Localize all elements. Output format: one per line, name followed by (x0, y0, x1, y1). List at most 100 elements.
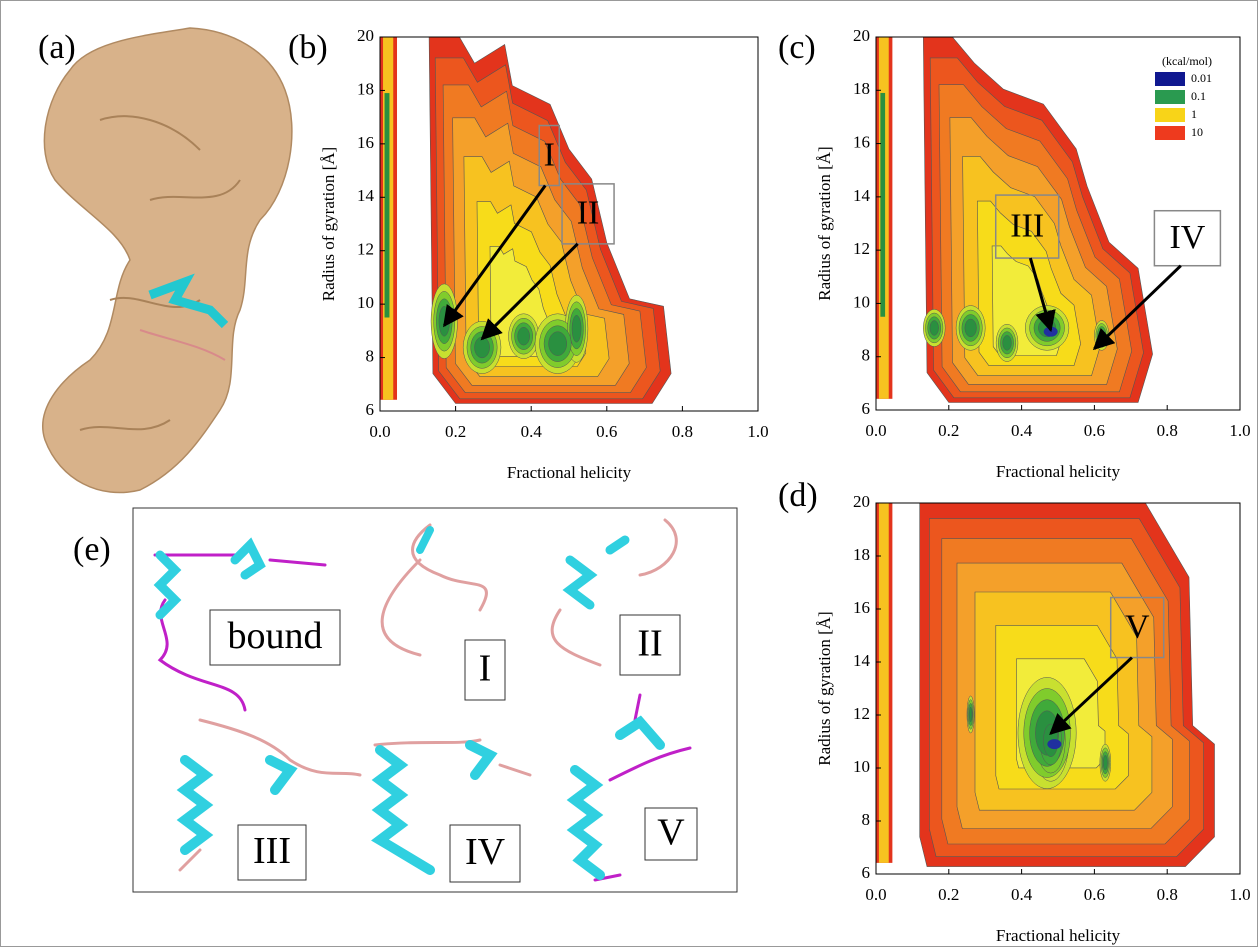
contour-field (876, 37, 1153, 403)
x-tick-label: 0.2 (445, 422, 466, 441)
contour-basin (517, 326, 530, 346)
structure-label: bound (228, 615, 323, 657)
y-tick-label: 18 (853, 79, 870, 98)
x-tick-label: 0.6 (1084, 885, 1105, 904)
y-axis-label: Radius of gyration [Å] (815, 611, 834, 765)
annotation-box (994, 194, 1060, 259)
plot-frame (379, 36, 759, 412)
contour-basin (964, 318, 977, 338)
annotation-arrow (443, 184, 547, 328)
legend-swatch (1155, 72, 1185, 86)
y-tick-label: 20 (853, 26, 870, 45)
contour-strip (384, 93, 390, 318)
structure-label-box (644, 807, 698, 861)
x-tick-label: 0.8 (672, 422, 693, 441)
y-tick-label: 20 (853, 492, 870, 511)
contour-basin (548, 331, 567, 356)
y-tick-label: 6 (862, 399, 871, 418)
y-tick-label: 14 (853, 186, 871, 205)
y-tick-label: 20 (357, 26, 374, 45)
structure-label: II (637, 623, 662, 665)
annotation-label: IV (1169, 219, 1205, 256)
panel-label: (a) (38, 29, 76, 66)
structure-label: IV (465, 831, 506, 873)
x-axis-label: Fractional helicity (507, 463, 632, 482)
y-tick-label: 14 (853, 651, 871, 670)
contour-basin (571, 315, 582, 343)
y-tick-label: 10 (357, 293, 374, 312)
annotation-label: I (544, 136, 555, 173)
annotation-label: V (1125, 608, 1150, 645)
annotation-box (538, 124, 561, 187)
panel-label: (d) (778, 477, 818, 514)
legend-title: (kcal/mol) (1162, 54, 1212, 68)
y-tick-label: 12 (853, 704, 870, 723)
contour-chart: 0.0 0.2 0.4 0.6 0.8 1.0 6 8 10 12 14 16 18 20 Fraction… (319, 26, 769, 482)
y-tick-label: 10 (853, 757, 870, 776)
annotation-arrow (1028, 257, 1056, 333)
annotation-box (561, 183, 615, 245)
y-tick-label: 8 (862, 810, 871, 829)
y-tick-label: 6 (862, 863, 871, 882)
x-tick-label: 0.4 (521, 422, 543, 441)
structure-label-box (449, 824, 521, 883)
x-tick-label: 0.0 (369, 422, 390, 441)
contour-chart: 0.0 0.2 0.4 0.6 0.8 1.0 6 8 10 12 14 16 18 20 Fraction… (815, 26, 1251, 481)
legend-swatch (1155, 90, 1185, 104)
x-axis-label: Fractional helicity (996, 926, 1121, 945)
contour-basin (1102, 755, 1108, 771)
plot-frame (875, 502, 1241, 875)
structure-label: I (479, 648, 492, 690)
y-tick-label: 18 (357, 79, 374, 98)
x-tick-label: 1.0 (1229, 885, 1250, 904)
plot-frame (875, 36, 1241, 411)
structure-label-box (237, 824, 307, 881)
y-tick-label: 6 (366, 400, 375, 419)
annotation-arrow (1092, 264, 1182, 351)
contour-field (380, 37, 672, 404)
x-tick-label: 0.6 (1084, 421, 1105, 440)
annotation-box (1153, 209, 1222, 267)
contour-strip (880, 92, 886, 317)
y-tick-label: 8 (862, 346, 871, 365)
structure-label-box (619, 614, 681, 676)
x-tick-label: 0.6 (596, 422, 617, 441)
contour-basin (929, 320, 939, 336)
y-tick-label: 14 (357, 186, 375, 205)
y-tick-label: 12 (357, 240, 374, 259)
contour-basin (474, 336, 490, 359)
x-tick-label: 0.2 (938, 421, 959, 440)
y-tick-label: 18 (853, 545, 870, 564)
legend-label: 1 (1191, 107, 1197, 121)
x-tick-label: 0.4 (1011, 421, 1033, 440)
contour-field (876, 503, 1215, 867)
legend-label: 10 (1191, 125, 1203, 139)
y-tick-label: 16 (853, 598, 870, 617)
x-tick-label: 0.0 (865, 885, 886, 904)
annotation-arrow (480, 242, 579, 341)
x-tick-label: 1.0 (747, 422, 768, 441)
x-tick-label: 0.8 (1157, 421, 1178, 440)
x-axis-label: Fractional helicity (996, 462, 1121, 481)
y-axis-label: Radius of gyration [Å] (815, 146, 834, 300)
y-tick-label: 16 (357, 133, 374, 152)
x-tick-label: 0.0 (865, 421, 886, 440)
panel-label: (b) (288, 29, 328, 66)
annotation-label: II (577, 195, 600, 232)
structure-ribbons (153, 518, 692, 882)
annotation-box (1109, 596, 1165, 659)
panel-label: (e) (73, 531, 111, 568)
contour-basin (1047, 739, 1062, 750)
annotation-arrow (1049, 656, 1133, 735)
legend-swatch (1155, 108, 1185, 122)
panel-label: (c) (778, 29, 816, 66)
x-tick-label: 0.8 (1157, 885, 1178, 904)
y-tick-label: 8 (366, 346, 375, 365)
structure-label: V (657, 812, 685, 854)
contour-basin (968, 706, 973, 723)
structure-label-box (209, 609, 341, 666)
annotation-label: III (1010, 207, 1044, 244)
legend-label: 0.1 (1191, 89, 1206, 103)
structure-label-box (464, 639, 506, 701)
